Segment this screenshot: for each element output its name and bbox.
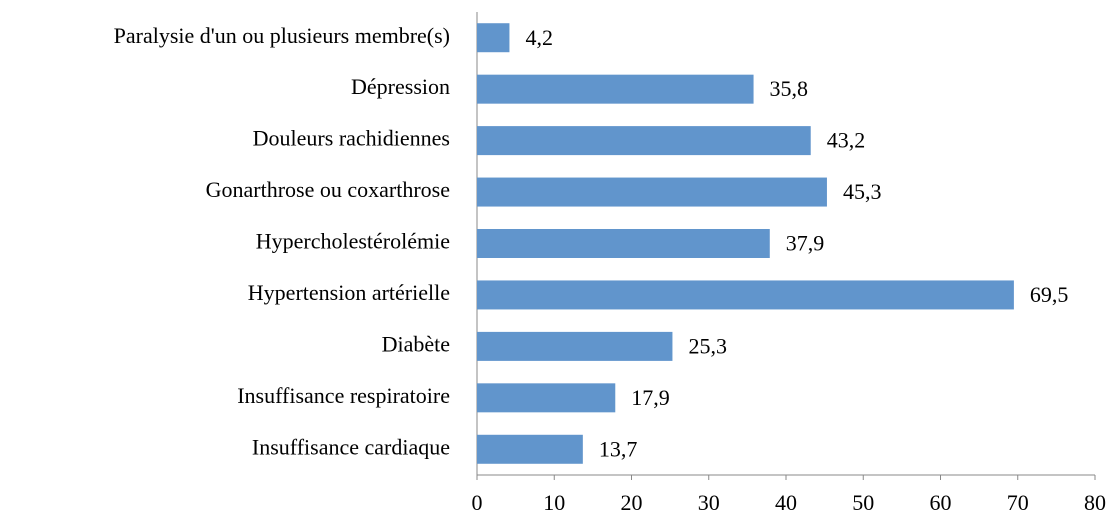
y-tick-label: Dépression <box>351 74 450 99</box>
y-tick-label: Paralysie d'un ou plusieurs membre(s) <box>114 23 450 48</box>
value-label: 17,9 <box>631 385 670 410</box>
x-tick-label: 0 <box>472 490 483 515</box>
y-tick-label: Gonarthrose ou coxarthrose <box>206 177 450 202</box>
y-tick-label: Insuffisance respiratoire <box>237 383 450 408</box>
value-label: 43,2 <box>827 128 866 153</box>
bar <box>477 383 616 413</box>
bar <box>477 280 1014 310</box>
value-label: 13,7 <box>599 436 638 461</box>
x-tick-label: 50 <box>852 490 874 515</box>
bar <box>477 434 583 464</box>
bar <box>477 74 754 104</box>
y-tick-label: Douleurs rachidiennes <box>253 126 450 151</box>
value-label: 4,2 <box>525 25 553 50</box>
x-tick-label: 10 <box>543 490 565 515</box>
x-tick-label: 30 <box>698 490 720 515</box>
y-tick-label: Hypercholestérolémie <box>256 229 450 254</box>
x-tick-label: 80 <box>1084 490 1106 515</box>
value-label: 25,3 <box>688 333 727 358</box>
bar <box>477 331 673 361</box>
bar <box>477 229 770 258</box>
value-label: 37,9 <box>786 231 825 256</box>
bar <box>477 177 827 207</box>
value-label: 35,8 <box>770 76 809 101</box>
x-tick-label: 20 <box>621 490 643 515</box>
y-tick-label: Insuffisance cardiaque <box>252 434 450 459</box>
value-label: 45,3 <box>843 179 882 204</box>
x-tick-label: 70 <box>1007 490 1029 515</box>
y-tick-label: Hypertension artérielle <box>248 280 450 305</box>
bar <box>477 126 811 156</box>
x-tick-label: 40 <box>775 490 797 515</box>
y-tick-label: Diabète <box>382 331 450 356</box>
value-label: 69,5 <box>1030 282 1069 307</box>
x-tick-label: 60 <box>930 490 952 515</box>
bar <box>477 23 510 53</box>
